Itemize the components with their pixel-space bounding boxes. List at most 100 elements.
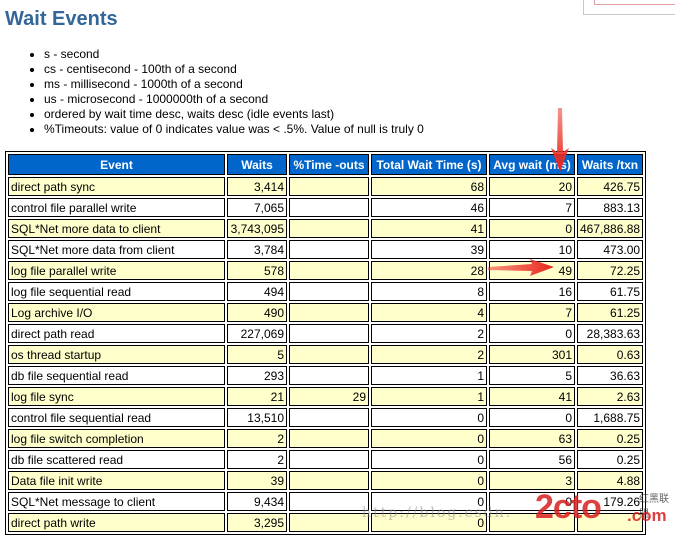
cell-event: direct path write	[8, 513, 225, 532]
col-header-timeouts: %Time -outs	[289, 154, 369, 175]
cell-avg-wait: 63	[489, 429, 575, 448]
table-row: log file switch completion 2 0 63 0.25	[8, 429, 644, 448]
cell-waits: 3,784	[227, 240, 287, 259]
cell-total-wait: 39	[371, 240, 487, 259]
table-row: SQL*Net more data from client 3,784 39 10 47…	[8, 240, 644, 259]
legend-item: %Timeouts: value of 0 indicates value wa…	[44, 122, 424, 137]
cell-total-wait: 0	[371, 492, 487, 511]
cell-avg-wait: 56	[489, 450, 575, 469]
table-row: log file sync 21 29 1 41 2.63	[8, 387, 644, 406]
cell-total-wait: 2	[371, 345, 487, 364]
table-row: log file sequential read 494 8 16 61.75	[8, 282, 644, 301]
col-header-avg-wait: Avg wait (ms)	[489, 154, 575, 175]
table-row: SQL*Net more data to client 3,743,095 41 0 4…	[8, 219, 644, 238]
cell-total-wait: 68	[371, 177, 487, 196]
cell-total-wait: 0	[371, 450, 487, 469]
cell-waits-txn: 179.26	[577, 492, 644, 511]
table-row: Log archive I/O 490 4 7 61.25	[8, 303, 644, 322]
cell-total-wait: 28	[371, 261, 487, 280]
cell-avg-wait: 41	[489, 387, 575, 406]
cell-avg-wait: 7	[489, 198, 575, 217]
cell-event: log file sync	[8, 387, 225, 406]
legend-item: cs - centisecond - 100th of a second	[44, 62, 424, 77]
cell-event: control file parallel write	[8, 198, 225, 217]
cell-waits: 3,414	[227, 177, 287, 196]
cell-waits: 2	[227, 450, 287, 469]
cell-avg-wait: 5	[489, 366, 575, 385]
table-row: SQL*Net message to client 9,434 0 0 179.26	[8, 492, 644, 511]
cell-total-wait: 0	[371, 408, 487, 427]
table-row: direct path write 3,295 0	[8, 513, 644, 532]
cell-event: direct path read	[8, 324, 225, 343]
cell-timeouts	[289, 366, 369, 385]
cell-event: log file parallel write	[8, 261, 225, 280]
cell-event: os thread startup	[8, 345, 225, 364]
cell-avg-wait: 20	[489, 177, 575, 196]
cell-event: log file sequential read	[8, 282, 225, 301]
cell-waits: 2	[227, 429, 287, 448]
cell-timeouts	[289, 303, 369, 322]
cell-waits-txn: 28,383.63	[577, 324, 644, 343]
cell-waits-txn: 72.25	[577, 261, 644, 280]
cell-waits: 7,065	[227, 198, 287, 217]
cell-total-wait: 46	[371, 198, 487, 217]
cell-avg-wait: 16	[489, 282, 575, 301]
cell-avg-wait: 0	[489, 492, 575, 511]
cell-total-wait: 41	[371, 219, 487, 238]
cell-waits-txn	[577, 513, 644, 532]
cell-timeouts	[289, 219, 369, 238]
table-header-row: Event Waits %Time -outs Total Wait Time …	[8, 154, 644, 175]
col-header-total-wait: Total Wait Time (s)	[371, 154, 487, 175]
cell-total-wait: 1	[371, 366, 487, 385]
table-row: os thread startup 5 2 301 0.63	[8, 345, 644, 364]
top-right-input-fragment	[583, 0, 675, 15]
cell-timeouts	[289, 429, 369, 448]
watermark-logo: 2cto 红黑联盟 .com	[535, 486, 675, 534]
legend-item: ordered by wait time desc, waits desc (i…	[44, 107, 424, 122]
cell-event: db file scattered read	[8, 450, 225, 469]
cell-waits-txn: 0.25	[577, 450, 644, 469]
table-row: control file sequential read 13,510 0 0 1,68…	[8, 408, 644, 427]
cell-waits: 21	[227, 387, 287, 406]
wait-events-table: Event Waits %Time -outs Total Wait Time …	[5, 151, 647, 535]
cell-waits: 490	[227, 303, 287, 322]
page-title: Wait Events	[5, 8, 118, 30]
cell-waits: 9,434	[227, 492, 287, 511]
watermark-logo-domain: .com	[627, 506, 667, 525]
cell-waits: 39	[227, 471, 287, 490]
cell-avg-wait: 0	[489, 408, 575, 427]
cell-total-wait: 2	[371, 324, 487, 343]
cell-timeouts	[289, 471, 369, 490]
cell-timeouts	[289, 240, 369, 259]
cell-timeouts	[289, 324, 369, 343]
legend-item: us - microsecond - 1000000th of a second	[44, 92, 424, 107]
cell-event: direct path sync	[8, 177, 225, 196]
cell-total-wait: 1	[371, 387, 487, 406]
cell-avg-wait: 7	[489, 303, 575, 322]
cell-waits-txn: 2.63	[577, 387, 644, 406]
table-row: Data file init write 39 0 3 4.88	[8, 471, 644, 490]
cell-timeouts	[289, 345, 369, 364]
cell-avg-wait: 3	[489, 471, 575, 490]
cell-waits-txn: 61.25	[577, 303, 644, 322]
col-header-waits: Waits	[227, 154, 287, 175]
cell-total-wait: 0	[371, 513, 487, 532]
legend-item: s - second	[44, 47, 424, 62]
cell-total-wait: 0	[371, 429, 487, 448]
cell-event: db file sequential read	[8, 366, 225, 385]
cell-timeouts	[289, 282, 369, 301]
cell-waits-txn: 4.88	[577, 471, 644, 490]
cell-total-wait: 8	[371, 282, 487, 301]
cell-timeouts	[289, 450, 369, 469]
cell-event: Data file init write	[8, 471, 225, 490]
cell-waits-txn: 467,886.88	[577, 219, 644, 238]
cell-event: SQL*Net more data from client	[8, 240, 225, 259]
cell-event: SQL*Net message to client	[8, 492, 225, 511]
cell-waits-txn: 426.75	[577, 177, 644, 196]
watermark-logo-text: 2cto	[535, 488, 602, 526]
col-header-waits-txn: Waits /txn	[577, 154, 644, 175]
cell-avg-wait	[489, 513, 575, 532]
cell-event: log file switch completion	[8, 429, 225, 448]
cell-waits-txn: 0.25	[577, 429, 644, 448]
watermark-logo-cn: 红黑联盟	[639, 494, 669, 520]
